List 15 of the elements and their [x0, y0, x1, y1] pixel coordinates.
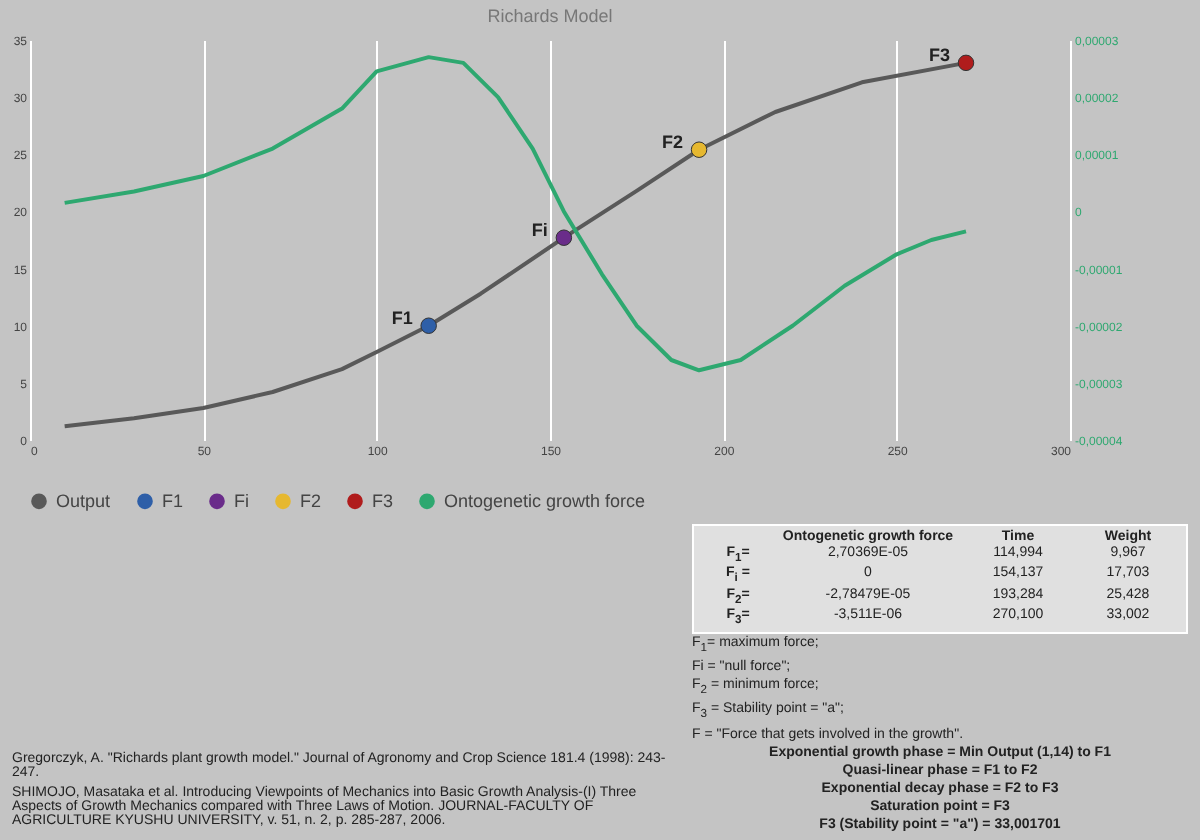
legend-label: F3 [372, 491, 394, 512]
legend-label: Ontogenetic growth force [444, 491, 646, 512]
text: F1 [391, 307, 413, 328]
legend-label: F1 [162, 491, 184, 512]
legend-label: Fi [234, 491, 249, 512]
point [957, 54, 975, 72]
point [555, 229, 573, 246]
legend-label: F2 [300, 491, 322, 512]
text: F2 [662, 131, 684, 152]
point [420, 317, 437, 334]
text: Fi [531, 219, 548, 240]
legend-label: Output [56, 491, 112, 512]
chart-title: Richards Model [487, 6, 613, 26]
point [690, 141, 708, 158]
text: F3 [928, 44, 950, 65]
